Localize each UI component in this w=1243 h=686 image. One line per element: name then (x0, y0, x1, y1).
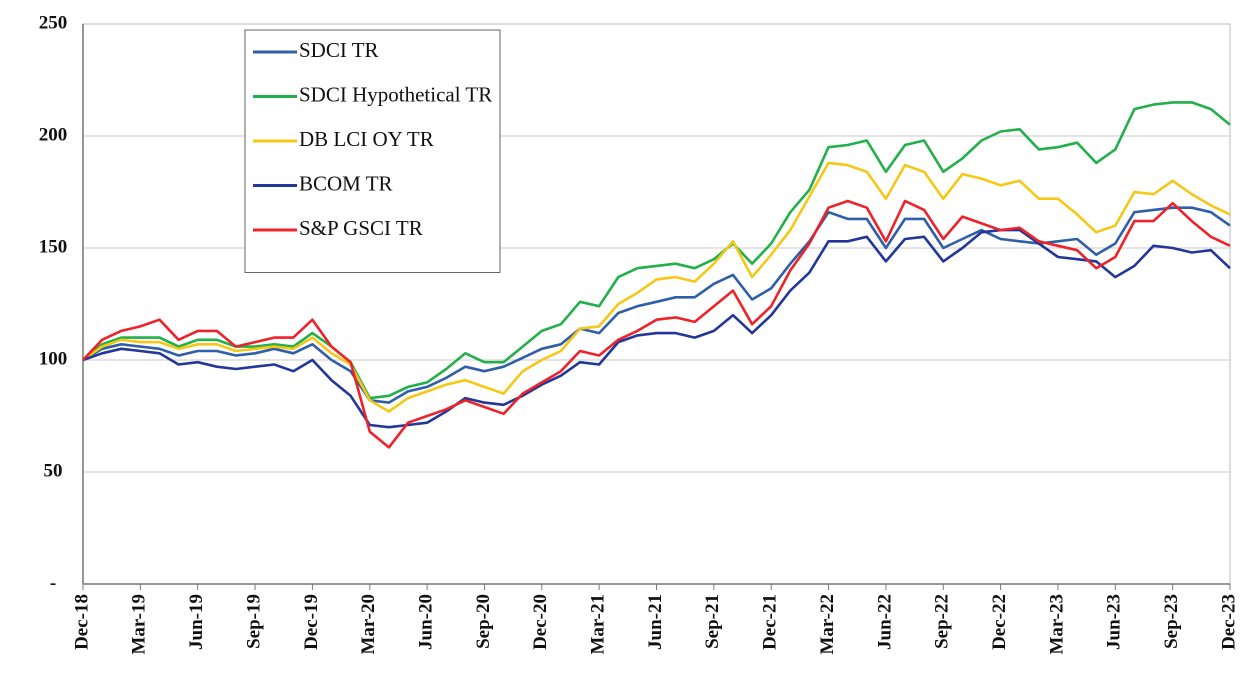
y-tick-label: 100 (39, 348, 68, 369)
x-tick-label: Sep-19 (243, 594, 264, 649)
x-tick-label: Jun-23 (1104, 594, 1125, 650)
x-tick-label: Sep-20 (473, 594, 494, 649)
x-tick-label: Dec-20 (530, 594, 551, 650)
legend-label: SDCI Hypothetical TR (299, 82, 492, 106)
series-line (82, 199, 1231, 449)
y-tick-label: 50 (44, 460, 63, 481)
x-tick-label: Jun-19 (186, 594, 207, 650)
x-tick-label: Mar-20 (358, 594, 379, 655)
x-tick-label: Jun-20 (415, 594, 436, 650)
x-tick-label: Sep-23 (1161, 594, 1182, 649)
x-tick-label: Dec-19 (301, 594, 322, 650)
legend-label: S&P GSCI TR (299, 216, 423, 240)
x-tick-label: Mar-19 (129, 594, 150, 655)
legend-box (244, 29, 501, 273)
x-tick-label: Sep-22 (932, 594, 953, 649)
x-tick-label: Mar-23 (1046, 594, 1067, 655)
y-tick-label: 250 (39, 12, 68, 33)
legend-label: BCOM TR (299, 171, 393, 195)
legend: SDCI TR SDCI Hypothetical TR DB LCI OY TR B… (244, 29, 501, 273)
x-tick-label: Dec-23 (1218, 594, 1239, 650)
x-tick-label: Jun-22 (874, 594, 895, 650)
series-line (82, 101, 1231, 400)
x-tick-label: Dec-18 (71, 594, 92, 650)
x-tick-label: Mar-22 (817, 594, 838, 655)
legend-label: DB LCI OY TR (299, 127, 434, 151)
series-line (82, 161, 1231, 413)
x-tick-label: Dec-21 (760, 594, 781, 650)
x-tick-label: Dec-22 (989, 594, 1010, 650)
x-tick-label: Mar-21 (588, 594, 609, 655)
x-tick-label: Sep-21 (702, 594, 723, 649)
legend-label: SDCI TR (299, 38, 379, 62)
y-tick-label: 200 (39, 124, 68, 145)
series-line (82, 228, 1231, 429)
y-tick-label: - (50, 572, 56, 593)
y-tick-label: 150 (39, 236, 68, 257)
x-tick-label: Jun-21 (645, 594, 666, 650)
